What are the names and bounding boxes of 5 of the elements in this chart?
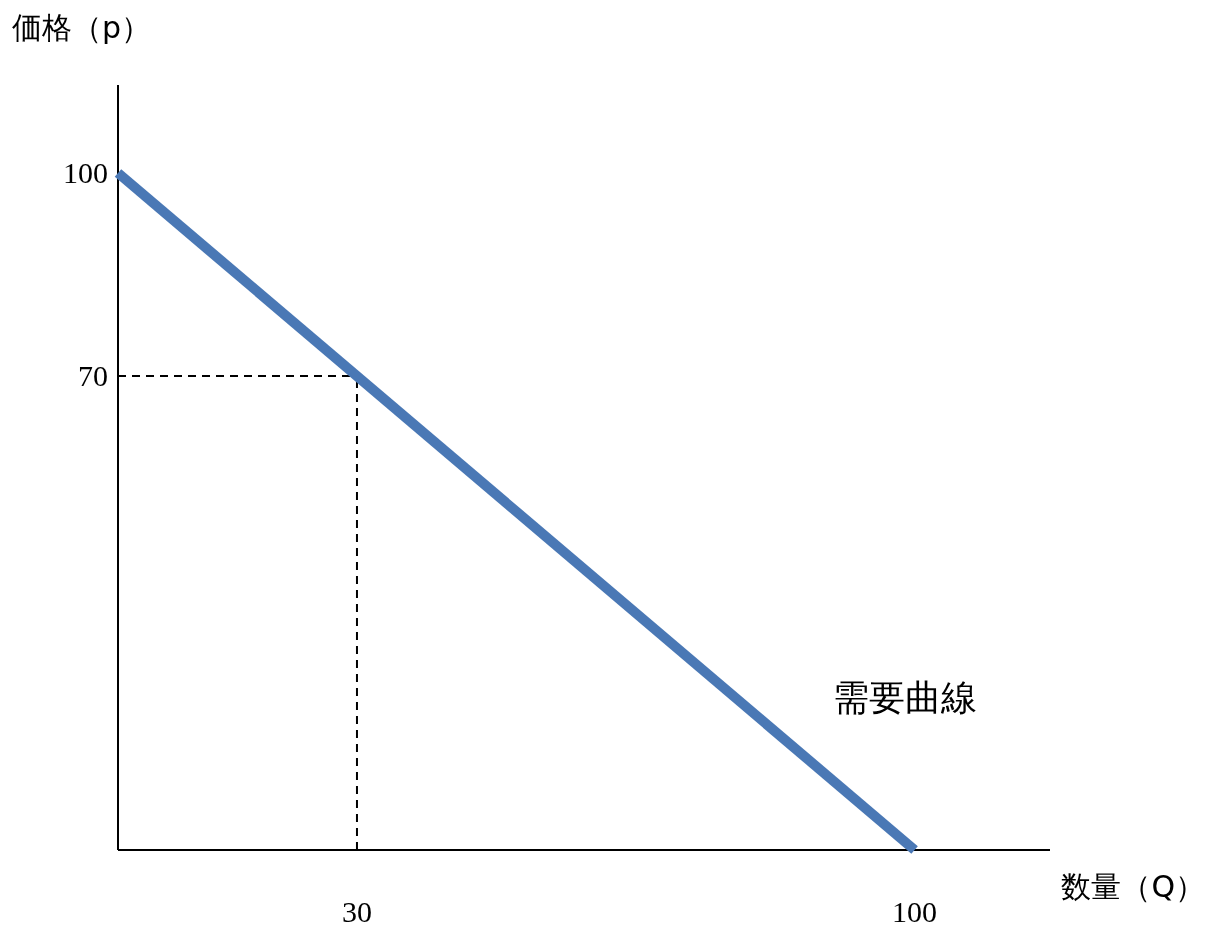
series-label: 需要曲線 [832,677,977,718]
y-tick-label: 70 [78,359,108,393]
x-tick-label: 30 [341,895,372,926]
y-axis-title: 価格（p） [12,10,152,45]
x-axis-title: 数量（Q） [1061,869,1205,904]
